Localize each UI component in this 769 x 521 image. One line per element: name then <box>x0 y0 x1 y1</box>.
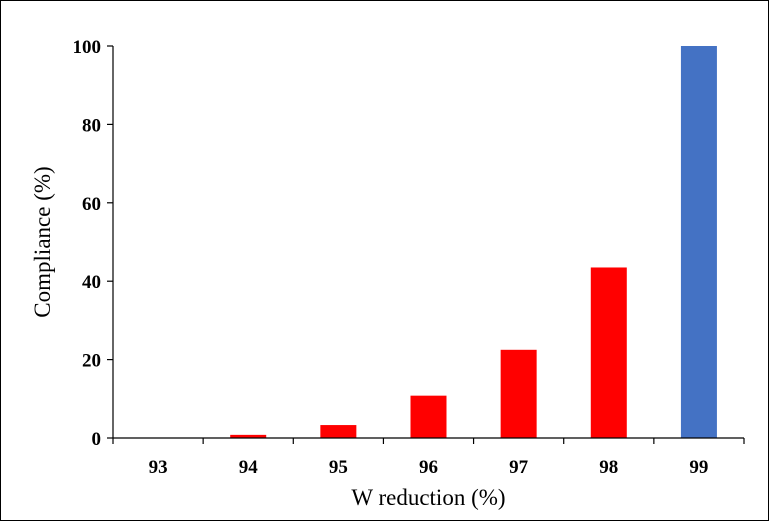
bars <box>230 46 717 438</box>
x-tick-label: 98 <box>599 457 618 478</box>
y-axis-title: Compliance (%) <box>30 166 55 317</box>
x-tick-label: 94 <box>239 457 259 478</box>
bar-94 <box>230 434 267 438</box>
y-axis-ticks: 0 20 40 60 80 100 <box>73 37 113 450</box>
x-tick-label: 93 <box>149 457 168 478</box>
bar-95 <box>320 425 357 438</box>
y-tick-label: 0 <box>92 429 102 450</box>
y-tick-label: 20 <box>82 351 101 372</box>
x-tick-label: 97 <box>509 457 529 478</box>
y-tick-label: 80 <box>82 115 101 136</box>
x-axis-ticks: 93 94 95 96 97 98 99 <box>112 438 745 478</box>
x-axis-title: W reduction (%) <box>351 485 505 510</box>
x-tick-label: 95 <box>329 457 348 478</box>
y-tick-label: 100 <box>73 37 102 58</box>
bar-99 <box>680 46 717 438</box>
y-tick-label: 40 <box>82 272 101 293</box>
bar-98 <box>590 267 627 438</box>
bar-97 <box>500 349 537 438</box>
bar-96 <box>410 395 447 438</box>
y-tick-label: 60 <box>82 194 101 215</box>
x-tick-label: 96 <box>419 457 438 478</box>
x-tick-label: 99 <box>689 457 708 478</box>
